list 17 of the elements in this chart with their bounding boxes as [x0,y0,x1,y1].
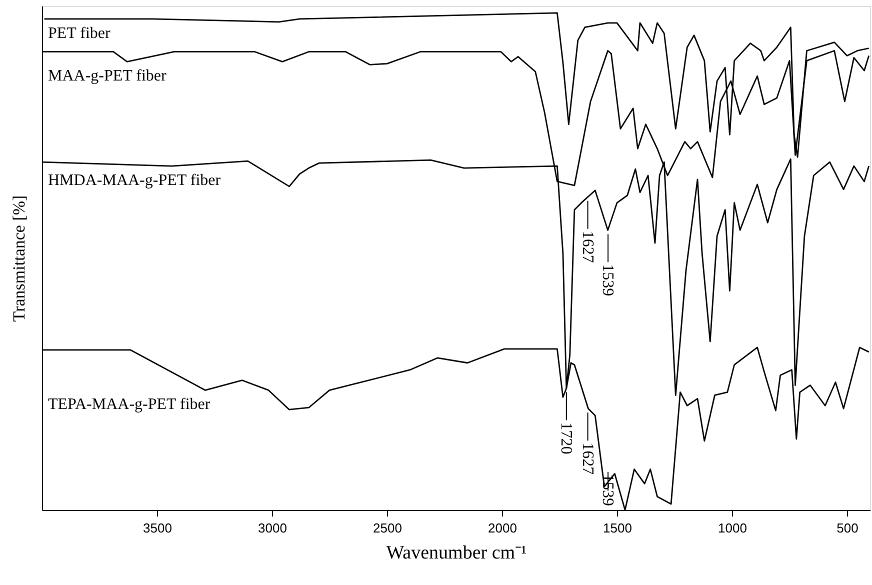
annotation: 1627 [578,230,596,263]
series-label: PET fiber [48,24,112,42]
x-tick-label: 2000 [488,520,517,536]
x-tick-label: 1000 [718,520,747,536]
y-axis-title: Transmittance [%] [10,195,28,322]
x-axis-title: Wavenumber cm⁻¹ [386,542,528,564]
series-label: HMDA-MAA-g-PET fiber [48,172,222,190]
annotation: 1539 [599,264,616,296]
annotation: 1627 [578,442,596,475]
x-tick-label: 3000 [258,520,287,536]
series-label: MAA-g-PET fiber [48,68,168,85]
x-tick-label: 3500 [143,520,172,536]
x-tick-label: 500 [836,520,858,536]
x-tick-label: 2500 [373,520,402,536]
annotation: 1720 [557,422,574,454]
series-label: TEPA-MAA-g-PET fiber [48,396,211,414]
x-tick-label: 1500 [603,520,632,536]
